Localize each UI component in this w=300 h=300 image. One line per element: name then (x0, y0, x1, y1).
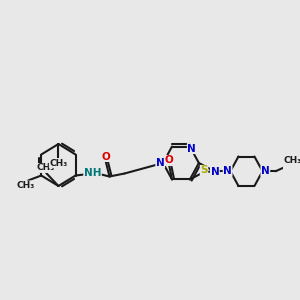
Text: CH₃: CH₃ (36, 164, 54, 172)
Text: CH₃: CH₃ (16, 181, 34, 190)
Text: O: O (101, 152, 110, 161)
Text: NH: NH (84, 169, 101, 178)
Text: N: N (223, 166, 232, 176)
Text: CH₃: CH₃ (49, 158, 68, 167)
Text: O: O (165, 155, 173, 166)
Text: CH₃: CH₃ (284, 156, 300, 165)
Text: S: S (200, 166, 208, 176)
Text: N: N (211, 167, 219, 177)
Text: N: N (156, 158, 165, 168)
Text: N: N (261, 166, 270, 176)
Text: N: N (188, 143, 196, 154)
